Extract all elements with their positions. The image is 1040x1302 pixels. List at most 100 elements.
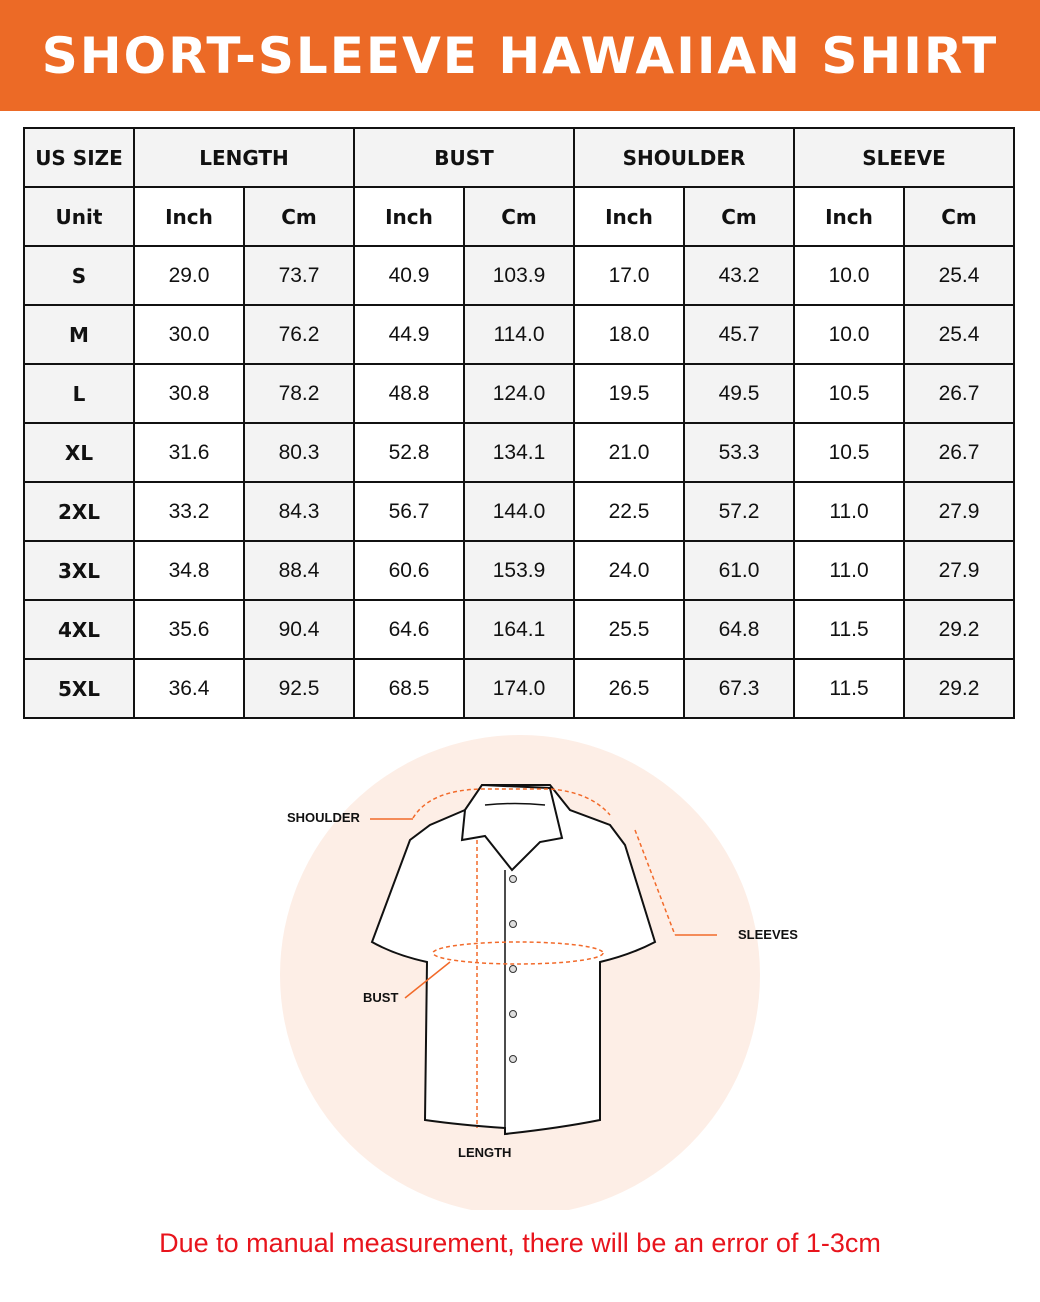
unit-header: Inch bbox=[793, 186, 905, 247]
value-cell: 53.3 bbox=[683, 422, 795, 483]
group-header: SLEEVE bbox=[793, 127, 1015, 188]
value-cell: 25.4 bbox=[903, 245, 1015, 306]
value-cell: 57.2 bbox=[683, 481, 795, 542]
table-row: L 30.8 78.2 48.8 124.0 19.5 49.5 10.5 26.7 bbox=[23, 363, 1015, 424]
group-header: LENGTH bbox=[133, 127, 355, 188]
value-cell: 164.1 bbox=[463, 599, 575, 660]
value-cell: 144.0 bbox=[463, 481, 575, 542]
value-cell: 29.0 bbox=[133, 245, 245, 306]
value-cell: 103.9 bbox=[463, 245, 575, 306]
value-cell: 10.5 bbox=[793, 363, 905, 424]
value-cell: 11.0 bbox=[793, 481, 905, 542]
value-cell: 48.8 bbox=[353, 363, 465, 424]
value-cell: 124.0 bbox=[463, 363, 575, 424]
value-cell: 76.2 bbox=[243, 304, 355, 365]
title-banner: SHORT-SLEEVE HAWAIIAN SHIRT bbox=[0, 0, 1040, 111]
value-cell: 18.0 bbox=[573, 304, 685, 365]
value-cell: 17.0 bbox=[573, 245, 685, 306]
size-cell: XL bbox=[23, 422, 135, 483]
value-cell: 30.8 bbox=[133, 363, 245, 424]
shirt-diagram: SHOULDER SLEEVES BUST LENGTH bbox=[270, 730, 810, 1215]
value-cell: 78.2 bbox=[243, 363, 355, 424]
unit-header: Cm bbox=[903, 186, 1015, 247]
size-cell: 3XL bbox=[23, 540, 135, 601]
value-cell: 60.6 bbox=[353, 540, 465, 601]
value-cell: 64.8 bbox=[683, 599, 795, 660]
value-cell: 80.3 bbox=[243, 422, 355, 483]
value-cell: 61.0 bbox=[683, 540, 795, 601]
value-cell: 56.7 bbox=[353, 481, 465, 542]
value-cell: 34.8 bbox=[133, 540, 245, 601]
value-cell: 26.5 bbox=[573, 658, 685, 719]
value-cell: 35.6 bbox=[133, 599, 245, 660]
value-cell: 44.9 bbox=[353, 304, 465, 365]
size-cell: 4XL bbox=[23, 599, 135, 660]
value-cell: 29.2 bbox=[903, 599, 1015, 660]
value-cell: 25.5 bbox=[573, 599, 685, 660]
group-header-row: US SIZE LENGTH BUST SHOULDER SLEEVE bbox=[23, 127, 1015, 188]
value-cell: 21.0 bbox=[573, 422, 685, 483]
value-cell: 27.9 bbox=[903, 481, 1015, 542]
value-cell: 174.0 bbox=[463, 658, 575, 719]
value-cell: 10.5 bbox=[793, 422, 905, 483]
table-row: M 30.0 76.2 44.9 114.0 18.0 45.7 10.0 25.4 bbox=[23, 304, 1015, 365]
group-header: BUST bbox=[353, 127, 575, 188]
length-label: LENGTH bbox=[458, 1145, 512, 1160]
value-cell: 10.0 bbox=[793, 304, 905, 365]
size-table: US SIZE LENGTH BUST SHOULDER SLEEVE Unit Inch C… bbox=[23, 127, 1015, 719]
table-row: S 29.0 73.7 40.9 103.9 17.0 43.2 10.0 25.4 bbox=[23, 245, 1015, 306]
shoulder-label: SHOULDER bbox=[287, 810, 360, 825]
value-cell: 52.8 bbox=[353, 422, 465, 483]
page-title: SHORT-SLEEVE HAWAIIAN SHIRT bbox=[41, 26, 999, 85]
table-row: 4XL 35.6 90.4 64.6 164.1 25.5 64.8 11.5 29.2 bbox=[23, 599, 1015, 660]
value-cell: 88.4 bbox=[243, 540, 355, 601]
value-cell: 67.3 bbox=[683, 658, 795, 719]
value-cell: 114.0 bbox=[463, 304, 575, 365]
unit-label: Unit bbox=[23, 186, 135, 247]
value-cell: 64.6 bbox=[353, 599, 465, 660]
unit-header: Cm bbox=[243, 186, 355, 247]
value-cell: 26.7 bbox=[903, 422, 1015, 483]
measurement-note: Due to manual measurement, there will be… bbox=[159, 1228, 881, 1258]
value-cell: 19.5 bbox=[573, 363, 685, 424]
size-cell: 5XL bbox=[23, 658, 135, 719]
value-cell: 31.6 bbox=[133, 422, 245, 483]
value-cell: 11.0 bbox=[793, 540, 905, 601]
value-cell: 25.4 bbox=[903, 304, 1015, 365]
unit-header: Cm bbox=[463, 186, 575, 247]
value-cell: 11.5 bbox=[793, 658, 905, 719]
value-cell: 84.3 bbox=[243, 481, 355, 542]
value-cell: 30.0 bbox=[133, 304, 245, 365]
table-row: 2XL 33.2 84.3 56.7 144.0 22.5 57.2 11.0 27.9 bbox=[23, 481, 1015, 542]
unit-header: Inch bbox=[573, 186, 685, 247]
unit-header-row: Unit Inch Cm Inch Cm Inch Cm Inch Cm bbox=[23, 186, 1015, 247]
bust-label: BUST bbox=[363, 990, 399, 1005]
value-cell: 92.5 bbox=[243, 658, 355, 719]
table-row: 3XL 34.8 88.4 60.6 153.9 24.0 61.0 11.0 27.9 bbox=[23, 540, 1015, 601]
unit-header: Inch bbox=[133, 186, 245, 247]
value-cell: 43.2 bbox=[683, 245, 795, 306]
table-row: 5XL 36.4 92.5 68.5 174.0 26.5 67.3 11.5 29.2 bbox=[23, 658, 1015, 719]
value-cell: 90.4 bbox=[243, 599, 355, 660]
size-cell: 2XL bbox=[23, 481, 135, 542]
value-cell: 10.0 bbox=[793, 245, 905, 306]
unit-header: Cm bbox=[683, 186, 795, 247]
value-cell: 33.2 bbox=[133, 481, 245, 542]
value-cell: 134.1 bbox=[463, 422, 575, 483]
size-cell: M bbox=[23, 304, 135, 365]
value-cell: 27.9 bbox=[903, 540, 1015, 601]
value-cell: 24.0 bbox=[573, 540, 685, 601]
value-cell: 73.7 bbox=[243, 245, 355, 306]
value-cell: 11.5 bbox=[793, 599, 905, 660]
value-cell: 40.9 bbox=[353, 245, 465, 306]
value-cell: 45.7 bbox=[683, 304, 795, 365]
table-row: XL 31.6 80.3 52.8 134.1 21.0 53.3 10.5 26.7 bbox=[23, 422, 1015, 483]
value-cell: 68.5 bbox=[353, 658, 465, 719]
sleeves-label: SLEEVES bbox=[738, 927, 798, 942]
value-cell: 153.9 bbox=[463, 540, 575, 601]
value-cell: 29.2 bbox=[903, 658, 1015, 719]
value-cell: 22.5 bbox=[573, 481, 685, 542]
value-cell: 26.7 bbox=[903, 363, 1015, 424]
shirt-illustration bbox=[280, 735, 760, 1215]
unit-header: Inch bbox=[353, 186, 465, 247]
